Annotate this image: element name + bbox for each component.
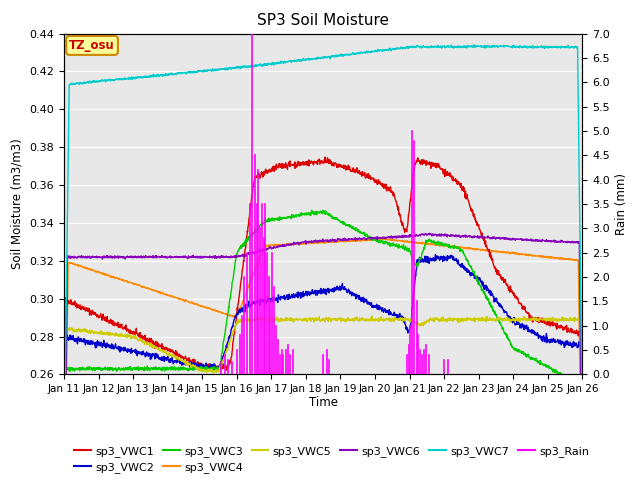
Title: SP3 Soil Moisture: SP3 Soil Moisture [257, 13, 389, 28]
Y-axis label: Soil Moisture (m3/m3): Soil Moisture (m3/m3) [11, 139, 24, 269]
Text: TZ_osu: TZ_osu [69, 39, 115, 52]
Y-axis label: Rain (mm): Rain (mm) [616, 173, 628, 235]
X-axis label: Time: Time [308, 396, 338, 408]
Legend: sp3_VWC1, sp3_VWC2, sp3_VWC3, sp3_VWC4, sp3_VWC5, sp3_VWC6, sp3_VWC7, sp3_Rain: sp3_VWC1, sp3_VWC2, sp3_VWC3, sp3_VWC4, … [70, 441, 594, 478]
